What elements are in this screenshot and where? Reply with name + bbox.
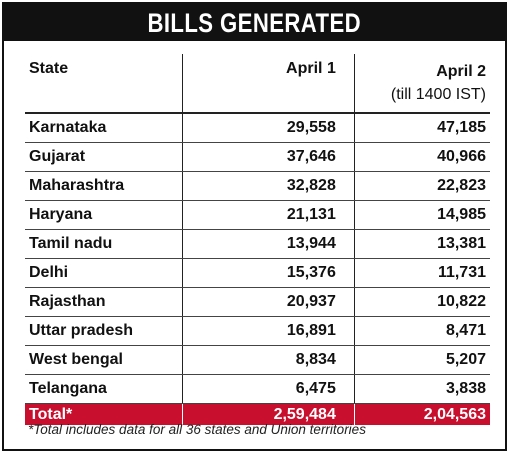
april2-cell: 10,822 — [353, 287, 490, 317]
state-cell: Rajasthan — [25, 287, 183, 317]
april2-cell: 13,381 — [353, 229, 490, 259]
april1-cell: 13,944 — [182, 229, 355, 259]
total-label-cell: Total* — [25, 403, 183, 425]
footnote: *Total includes data for all 36 states a… — [28, 422, 366, 437]
table-row: Haryana 21,131 14,985 — [25, 200, 490, 230]
state-cell: Delhi — [25, 258, 183, 288]
table-row: Tamil nadu 13,944 13,381 — [25, 229, 490, 259]
table-row: Karnataka 29,558 47,185 — [25, 113, 490, 143]
april1-cell: 37,646 — [182, 142, 355, 172]
header-state: State — [25, 54, 183, 114]
header-april2-label: April 2 — [436, 63, 486, 80]
bills-table: State April 1 April 2 (till 1400 IST) Ka… — [25, 54, 490, 425]
table-row: Uttar pradesh 16,891 8,471 — [25, 316, 490, 346]
state-cell: Telangana — [25, 374, 183, 404]
state-cell: Haryana — [25, 200, 183, 230]
table-row: Telangana 6,475 3,838 — [25, 374, 490, 404]
state-cell: Gujarat — [25, 142, 183, 172]
header-april2: April 2 (till 1400 IST) — [353, 54, 490, 114]
table-row: Gujarat 37,646 40,966 — [25, 142, 490, 172]
header-april2-sub: (till 1400 IST) — [390, 86, 486, 103]
april1-cell: 16,891 — [182, 316, 355, 346]
april1-cell: 20,937 — [182, 287, 355, 317]
table-header-row: State April 1 April 2 (till 1400 IST) — [25, 54, 490, 114]
april1-cell: 15,376 — [182, 258, 355, 288]
total-april1-cell: 2,59,484 — [182, 403, 355, 425]
april2-cell: 47,185 — [353, 113, 490, 143]
april2-cell: 14,985 — [353, 200, 490, 230]
total-april2-cell: 2,04,563 — [353, 403, 490, 425]
state-cell: Karnataka — [25, 113, 183, 143]
april2-cell: 40,966 — [353, 142, 490, 172]
april2-cell: 22,823 — [353, 171, 490, 201]
april1-cell: 8,834 — [182, 345, 355, 375]
april1-cell: 32,828 — [182, 171, 355, 201]
table-title-bar: BILLS GENERATED — [4, 4, 505, 41]
table-row: Delhi 15,376 11,731 — [25, 258, 490, 288]
table-frame: BILLS GENERATED State April 1 April 2 (t… — [2, 2, 507, 451]
april2-cell: 5,207 — [353, 345, 490, 375]
state-cell: Tamil nadu — [25, 229, 183, 259]
april2-cell: 3,838 — [353, 374, 490, 404]
april2-cell: 8,471 — [353, 316, 490, 346]
table-row: West bengal 8,834 5,207 — [25, 345, 490, 375]
total-row: Total* 2,59,484 2,04,563 — [25, 403, 490, 425]
state-cell: Uttar pradesh — [25, 316, 183, 346]
april1-cell: 6,475 — [182, 374, 355, 404]
table-row: Maharashtra 32,828 22,823 — [25, 171, 490, 201]
april1-cell: 21,131 — [182, 200, 355, 230]
header-april1: April 1 — [182, 54, 355, 114]
april1-cell: 29,558 — [182, 113, 355, 143]
table-title: BILLS GENERATED — [147, 8, 362, 38]
table-body: Karnataka 29,558 47,185 Gujarat 37,646 40,966… — [25, 113, 490, 425]
april2-cell: 11,731 — [353, 258, 490, 288]
table-row: Rajasthan 20,937 10,822 — [25, 287, 490, 317]
state-cell: West bengal — [25, 345, 183, 375]
state-cell: Maharashtra — [25, 171, 183, 201]
